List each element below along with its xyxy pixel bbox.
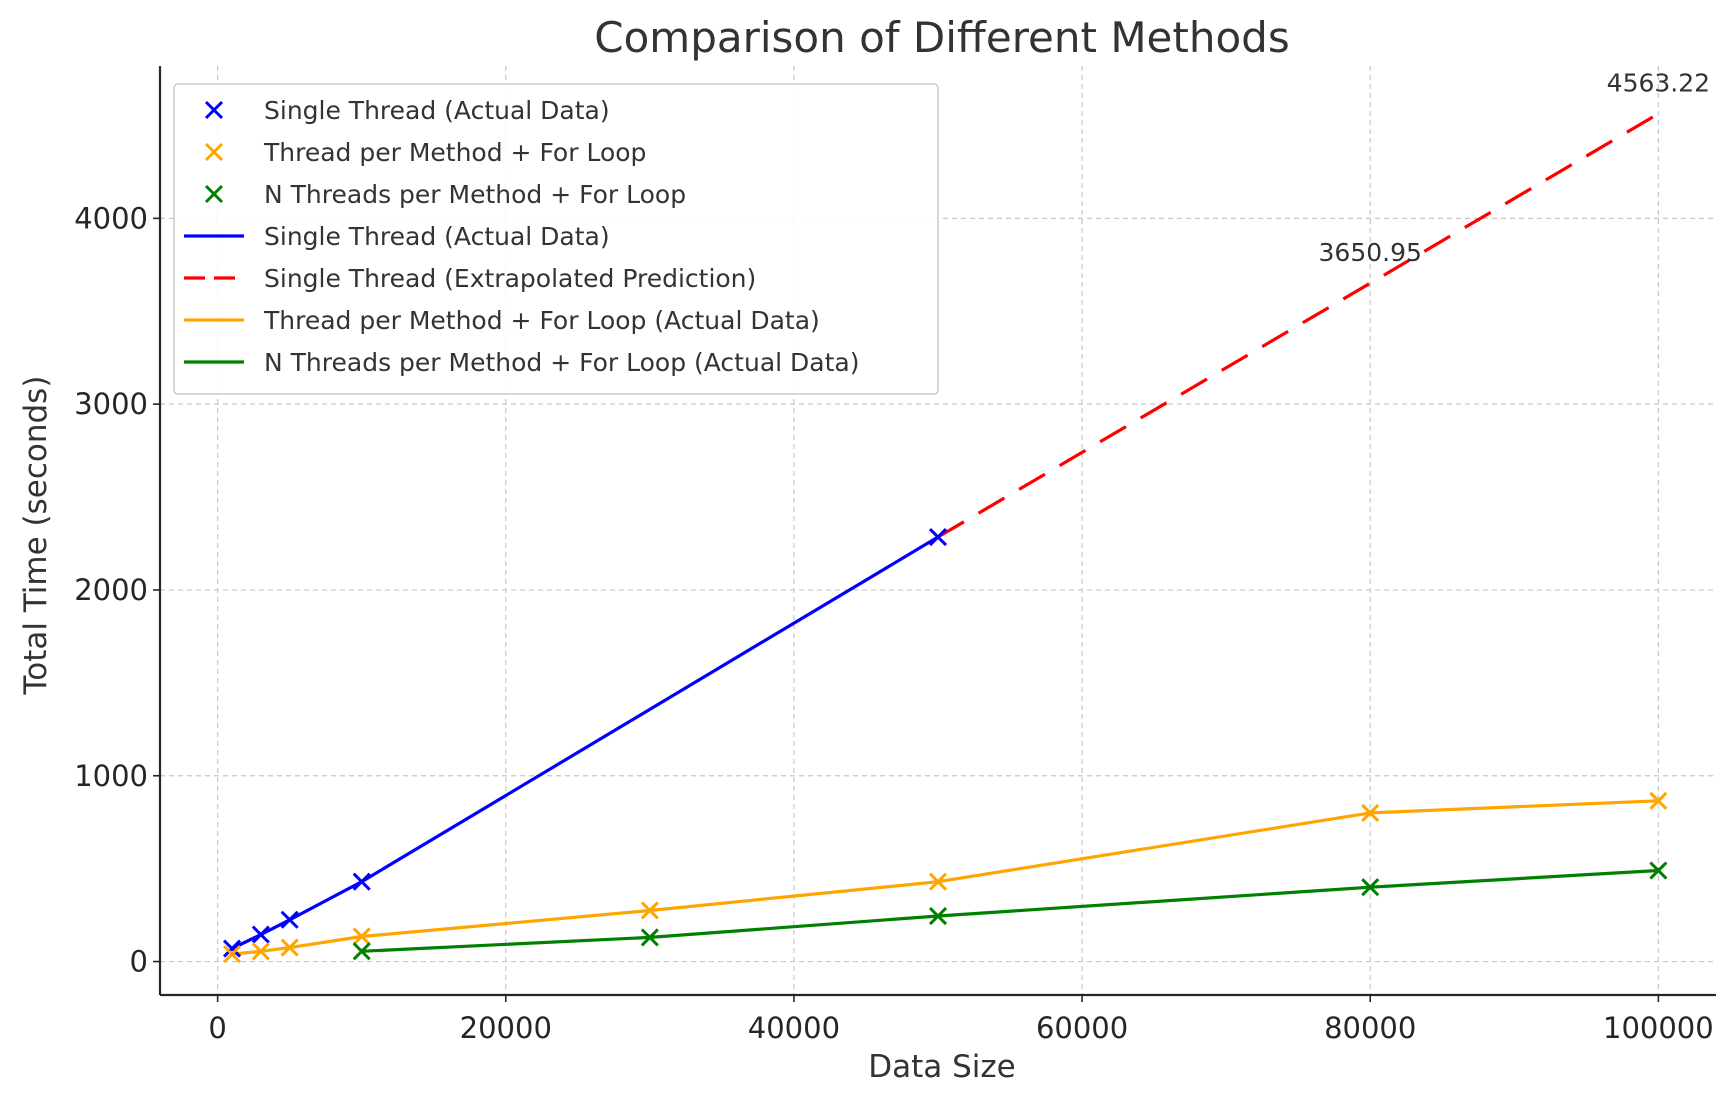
legend-box [173, 83, 939, 395]
y-tick-label: 0 [130, 945, 148, 979]
annotations: 3650.95 4563.22 [1319, 69, 1711, 267]
data-point-0-1 [251, 925, 270, 944]
y-tick-label: 3000 [74, 387, 148, 421]
x-tick-label: 40000 [748, 1011, 840, 1045]
legend-label: N Threads per Method + For Loop [264, 180, 686, 209]
data-point-0-0 [222, 939, 242, 958]
marker-stroke [280, 938, 299, 957]
annotation-label: 4563.22 [1607, 69, 1710, 98]
data-point-0-3 [352, 872, 371, 891]
marker-stroke [352, 942, 371, 961]
marker-stroke [928, 872, 948, 891]
data-point-3-3 [1361, 878, 1380, 897]
y-tick-label: 1000 [74, 759, 148, 793]
legend-marker [204, 184, 224, 204]
legend: Single Thread (Actual Data) Thread per Me… [173, 83, 939, 395]
legend-marker [204, 142, 224, 162]
y-tick-label: 2000 [74, 573, 148, 607]
marker-stroke [251, 942, 270, 961]
marker-stroke [280, 910, 299, 929]
annotation-label: 3650.95 [1319, 238, 1422, 267]
data-point-2-0 [222, 945, 242, 964]
marker-stroke [204, 100, 224, 120]
data-point-3-1 [640, 928, 659, 947]
marker-stroke [640, 901, 659, 920]
data-point-0-4 [928, 527, 948, 547]
legend-label: Thread per Method + For Loop (Actual Dat… [263, 306, 820, 335]
data-point-0-2 [280, 910, 299, 929]
marker-stroke [1361, 878, 1380, 897]
data-point-2-1 [251, 942, 270, 961]
legend-label: N Threads per Method + For Loop (Actual … [264, 348, 859, 377]
marker-stroke [204, 184, 224, 204]
legend-label: Single Thread (Actual Data) [264, 96, 610, 125]
marker-stroke [1649, 861, 1668, 880]
legend-label: Single Thread (Actual Data) [264, 222, 610, 251]
data-point-2-3 [352, 927, 371, 946]
marker-stroke [1649, 791, 1668, 810]
marker-stroke [928, 906, 948, 926]
data-point-3-4 [1649, 861, 1668, 880]
data-point-3-0 [352, 942, 371, 961]
x-tick-label: 60000 [1036, 1011, 1128, 1045]
legend-label: Single Thread (Extrapolated Prediction) [264, 264, 756, 293]
data-point-3-2 [928, 906, 948, 926]
legend-label: Thread per Method + For Loop [263, 138, 646, 167]
marker-stroke [1361, 803, 1380, 822]
y-axis-label: Total Time (seconds) [18, 376, 54, 696]
data-point-2-2 [280, 938, 299, 957]
data-point-2-4 [640, 901, 659, 920]
x-axis-label: Data Size [868, 1049, 1016, 1085]
x-tick-label: 100000 [1603, 1011, 1714, 1045]
marker-stroke [204, 142, 224, 162]
marker-stroke [928, 527, 948, 547]
data-point-2-6 [1361, 803, 1380, 822]
x-tick-label: 0 [208, 1011, 226, 1045]
data-point-2-5 [928, 872, 948, 891]
marker-stroke [352, 872, 371, 891]
tick-labels: 0 20000 40000 60000 80000 100000 0 1000 2000 3000… [74, 201, 1714, 1045]
y-tick-label: 4000 [74, 201, 148, 235]
legend-marker [204, 100, 224, 120]
marker-stroke [640, 928, 659, 947]
x-tick-label: 20000 [460, 1011, 552, 1045]
marker-stroke [222, 939, 242, 958]
marker-stroke [352, 927, 371, 946]
series-line-2 [231, 799, 1659, 956]
axes-spines [158, 66, 1716, 997]
x-tick-label: 80000 [1324, 1011, 1416, 1045]
marker-stroke [251, 925, 270, 944]
chart-title: Comparison of Different Methods [594, 13, 1289, 62]
marker-stroke [222, 945, 242, 964]
series-markers [222, 527, 1668, 964]
series-line-1 [937, 112, 1660, 539]
data-point-2-7 [1649, 791, 1668, 810]
